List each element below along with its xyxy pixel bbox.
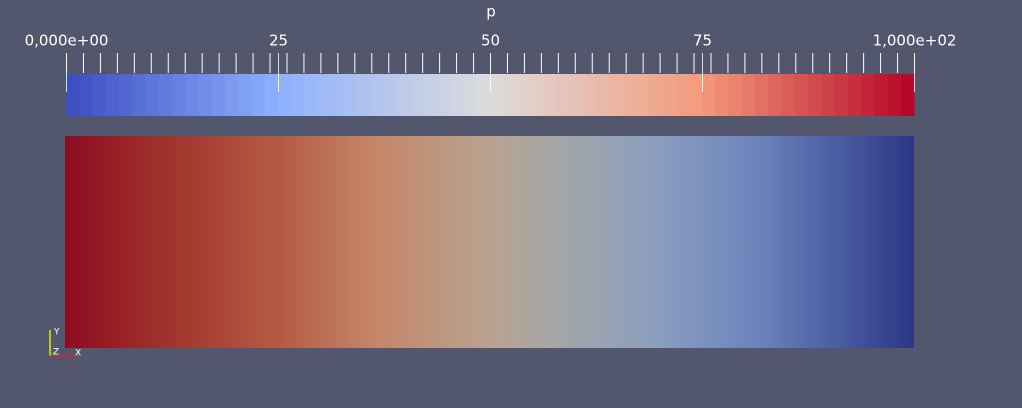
color-band <box>66 74 80 116</box>
color-band <box>649 74 663 116</box>
color-band <box>331 74 345 116</box>
color-band <box>794 74 809 116</box>
color-band <box>582 74 597 116</box>
color-band <box>384 74 398 116</box>
color-band <box>145 74 160 116</box>
color-band <box>847 74 862 116</box>
color-band <box>887 74 902 116</box>
x-label: X <box>75 349 81 359</box>
color-band <box>397 74 411 116</box>
orientation-axes: Y Z X <box>49 328 81 359</box>
color-band <box>808 74 822 116</box>
color-band <box>516 74 531 116</box>
color-band <box>569 74 584 116</box>
color-band <box>251 74 266 116</box>
color-band <box>304 74 319 116</box>
color-band <box>92 74 107 116</box>
y-label: Y <box>53 328 60 338</box>
tick-label: 0,000e+00 <box>25 32 109 50</box>
color-band <box>503 74 517 116</box>
color-band <box>741 74 756 116</box>
color-band <box>715 74 729 116</box>
rendered-field <box>65 136 914 348</box>
color-band <box>132 74 146 116</box>
color-band <box>410 74 425 116</box>
color-band <box>596 74 610 116</box>
color-band <box>211 74 226 116</box>
color-band <box>609 74 623 116</box>
color-band <box>105 74 120 116</box>
colorbar-title: p <box>486 3 496 21</box>
color-band <box>423 74 438 116</box>
color-band <box>622 74 637 116</box>
color-band <box>463 74 478 116</box>
color-band <box>543 74 557 116</box>
color-band <box>238 74 252 116</box>
color-band <box>437 74 451 116</box>
color-band <box>264 74 279 116</box>
color-band <box>225 74 239 116</box>
color-band <box>556 74 570 116</box>
color-band <box>755 74 769 116</box>
color-band <box>291 74 305 116</box>
color-band <box>688 74 703 116</box>
color-band <box>702 74 716 116</box>
color-band <box>768 74 782 116</box>
color-band <box>874 74 888 116</box>
z-axis <box>49 351 55 357</box>
color-band <box>317 74 332 116</box>
tick-label: 25 <box>269 32 288 50</box>
color-band <box>834 74 849 116</box>
color-band <box>781 74 796 116</box>
color-band <box>278 74 292 116</box>
tick-label: 1,000e+02 <box>873 32 957 50</box>
color-band <box>675 74 690 116</box>
color-band <box>158 74 173 116</box>
color-band <box>172 74 186 116</box>
color-band <box>635 74 650 116</box>
tick-label: 75 <box>693 32 712 50</box>
color-band <box>357 74 372 116</box>
color-band <box>861 74 875 116</box>
color-band <box>662 74 676 116</box>
tick-label: 50 <box>481 32 500 50</box>
color-band <box>185 74 199 116</box>
color-band <box>529 74 544 116</box>
z-label: Z <box>53 348 59 358</box>
color-band <box>728 74 743 116</box>
color-band <box>450 74 464 116</box>
color-band <box>79 74 93 116</box>
color-band <box>900 74 915 116</box>
color-band <box>119 74 133 116</box>
color-band <box>490 74 504 116</box>
color-band <box>198 74 213 116</box>
color-band <box>821 74 835 116</box>
color-band <box>344 74 358 116</box>
color-band <box>476 74 491 116</box>
color-band <box>370 74 385 116</box>
